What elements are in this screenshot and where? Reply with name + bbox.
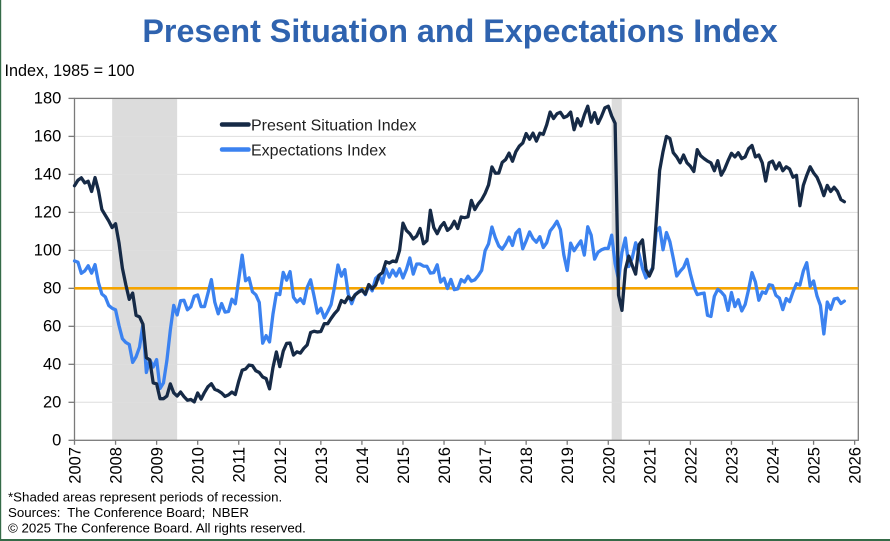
svg-text:2018: 2018 <box>518 447 536 484</box>
svg-text:2017: 2017 <box>477 447 495 484</box>
svg-text:*Shaded areas represent period: *Shaded areas represent periods of reces… <box>8 490 282 505</box>
svg-text:2024: 2024 <box>765 447 783 484</box>
svg-text:20: 20 <box>43 393 61 411</box>
svg-text:2011: 2011 <box>231 447 249 482</box>
svg-text:0: 0 <box>52 431 61 449</box>
svg-text:Sources: The Conference Board;: Sources: The Conference Board; NBER <box>8 505 249 520</box>
svg-text:40: 40 <box>43 355 61 373</box>
svg-text:120: 120 <box>34 203 62 221</box>
svg-text:Expectations Index: Expectations Index <box>251 143 386 160</box>
svg-text:2009: 2009 <box>149 447 167 484</box>
svg-text:160: 160 <box>34 127 62 145</box>
svg-text:60: 60 <box>43 317 61 335</box>
svg-text:180: 180 <box>34 89 62 107</box>
svg-text:2025: 2025 <box>806 447 824 484</box>
svg-text:80: 80 <box>43 279 61 297</box>
svg-text:2016: 2016 <box>436 447 454 484</box>
svg-text:100: 100 <box>34 241 62 259</box>
svg-text:140: 140 <box>34 165 62 183</box>
svg-text:2019: 2019 <box>559 447 577 484</box>
svg-text:Present Situation Index: Present Situation Index <box>251 118 416 135</box>
svg-text:2014: 2014 <box>354 447 372 484</box>
svg-text:2020: 2020 <box>600 447 618 484</box>
svg-text:2012: 2012 <box>272 447 290 484</box>
svg-text:Present Situation and Expectat: Present Situation and Expectations Index <box>142 13 777 49</box>
svg-text:2013: 2013 <box>313 447 331 484</box>
svg-text:2008: 2008 <box>108 447 126 484</box>
svg-text:© 2025 The Conference Board. A: © 2025 The Conference Board. All rights … <box>8 521 306 536</box>
svg-text:2007: 2007 <box>67 447 85 484</box>
svg-text:2015: 2015 <box>395 447 413 484</box>
svg-text:2026: 2026 <box>847 447 865 484</box>
svg-text:2022: 2022 <box>682 447 700 484</box>
svg-text:2023: 2023 <box>723 447 741 484</box>
svg-text:2010: 2010 <box>190 447 208 484</box>
svg-text:Index, 1985 = 100: Index, 1985 = 100 <box>5 62 135 80</box>
svg-text:2021: 2021 <box>641 447 659 484</box>
